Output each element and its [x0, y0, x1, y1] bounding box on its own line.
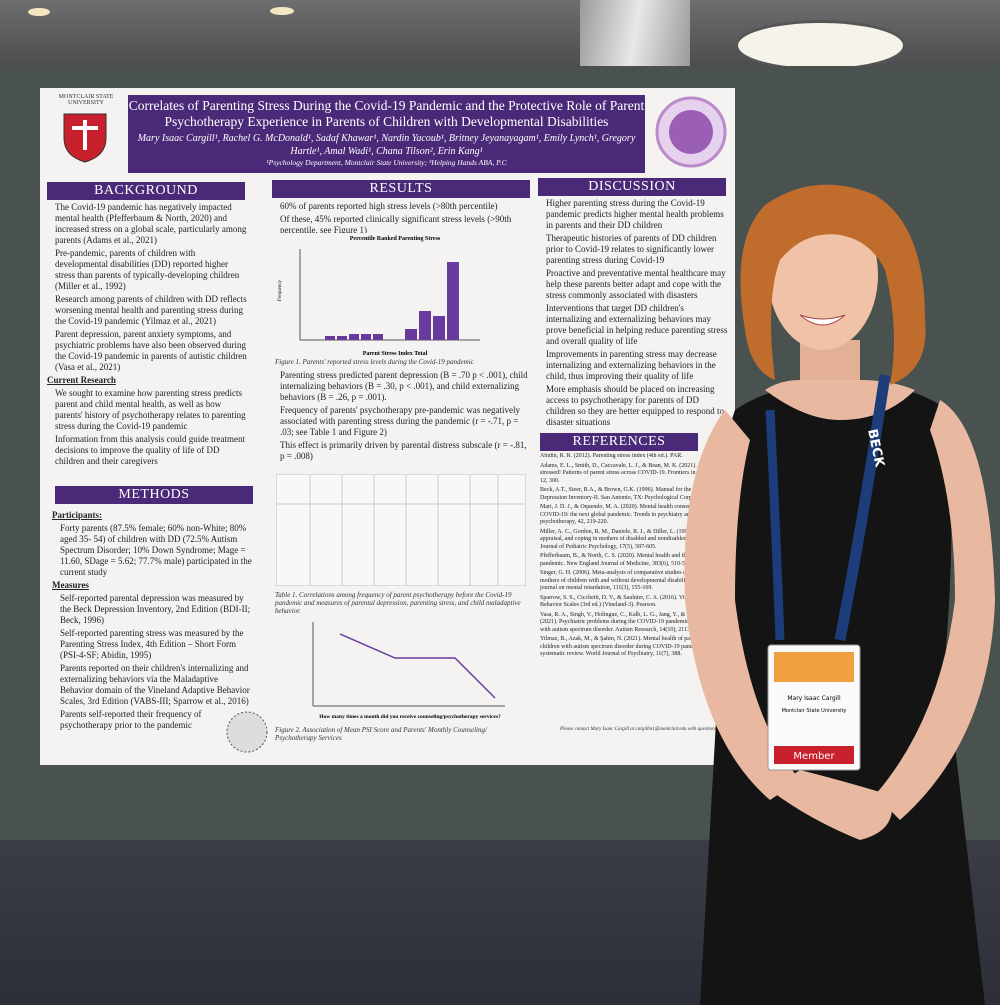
person: BECK Mary Isaac Cargill Montclair State … — [684, 184, 995, 1005]
university-name: MONTCLAIR STATE UNIVERSITY — [58, 94, 114, 106]
bullet: Research among parents of children with … — [55, 294, 247, 327]
bullet: Mari, J. D. J., & Oquendo, M. A. (2020).… — [540, 504, 714, 525]
bullet: Self-reported parental depression was me… — [60, 593, 252, 626]
table-caption: Table 1. Correlations among frequency of… — [275, 591, 521, 615]
results-text: Parenting stress predicted parent depres… — [272, 370, 530, 470]
section-heading: DISCUSSION — [538, 178, 726, 196]
bullet: Abidin, R. R. (2012). Parenting stress i… — [540, 453, 683, 459]
bullet: This effect is primarily driven by paren… — [280, 440, 530, 462]
bullet: Adams, E. L., Smith, D., Caccavale, L. J… — [540, 462, 725, 484]
badge-name: Mary Isaac Cargill — [787, 695, 841, 702]
figure-caption: Figure 2. Association of Mean PSI Score … — [275, 726, 487, 742]
bullet: Beck, A.T., Steer, R.A., & Brown, G.K. (… — [540, 487, 711, 501]
contact: Please contact Mary Isaac Cargill at car… — [560, 727, 717, 732]
window — [580, 0, 690, 66]
bullet: We sought to examine how parenting stres… — [55, 388, 247, 432]
bullet: Interventions that target DD children's … — [546, 303, 728, 347]
bullet: Improvements in parenting stress may dec… — [546, 349, 728, 382]
badge-affiliation: Montclair State University — [782, 708, 847, 714]
light — [270, 7, 294, 15]
bullet: Self-reported parenting stress was measu… — [60, 628, 252, 661]
bullet-list: Parenting stress predicted parent depres… — [272, 370, 530, 462]
subheading: Measures — [52, 580, 89, 590]
bullet: Parent depression, parent anxiety sympto… — [55, 329, 247, 373]
section-heading: METHODS — [55, 486, 253, 504]
bullet: Parenting stress predicted parent depres… — [280, 370, 530, 403]
bullet: 60% of parents reported high stress leve… — [280, 201, 530, 212]
bullet: Yilmaz, B., Azak, M., & Şahin, N. (2021)… — [540, 636, 712, 657]
methods-text: Participants: Forty parents (87.5% femal… — [52, 508, 252, 748]
title-banner: Correlates of Parenting Stress During th… — [128, 95, 645, 173]
badge-label: Member — [793, 751, 835, 762]
bullet: Information from this analysis could gui… — [55, 434, 247, 467]
bullet-list: We sought to examine how parenting stres… — [47, 388, 247, 467]
section-heading: REFERENCES — [540, 433, 698, 451]
bullet: Frequency of parents' psychotherapy pre-… — [280, 405, 530, 438]
figure-title: Percentile Ranked Parenting Stress — [349, 236, 441, 242]
lamp — [735, 20, 906, 71]
bullet: Proactive and preventative mental health… — [546, 268, 728, 301]
lab-logo — [655, 96, 727, 168]
bullet: Singer, G. H. (2006). Meta-analysis of c… — [540, 570, 722, 591]
poster-affiliation: ¹Psychology Department, Montclair State … — [266, 158, 507, 167]
bullet: Higher parenting stress during the Covid… — [546, 198, 728, 231]
axis-label: Frequency — [278, 279, 284, 302]
bullet: Of these, 45% reported clinically signif… — [280, 214, 530, 233]
poster: MONTCLAIR STATE UNIVERSITY Correlates of… — [40, 88, 735, 765]
subheading: Current Research — [47, 375, 116, 385]
bullet: Vasa, R. A., Singh, V., Holingue, C., Ka… — [540, 611, 717, 633]
bullet: Pre-pandemic, parents of children with d… — [55, 248, 247, 292]
bullet: Parents reported on their children's int… — [60, 663, 252, 707]
section-heading: RESULTS — [272, 180, 530, 198]
bullet-list: Abidin, R. R. (2012). Parenting stress i… — [540, 453, 728, 659]
discussion-text: Higher parenting stress during the Covid… — [538, 198, 728, 430]
axis-label: Parent Stress Index Total — [362, 351, 428, 357]
poster-authors: Mary Isaac Cargill¹, Rachel G. McDonald¹… — [137, 133, 636, 157]
figure-1 — [299, 249, 480, 341]
qr-code — [226, 711, 268, 753]
bullet: Parents self-reported their frequency of… — [60, 709, 252, 731]
section-heading: BACKGROUND — [47, 182, 245, 200]
subheading: Participants: — [52, 510, 102, 520]
bullet: Miller, A. C., Gordon, R. M., Daniele, R… — [540, 528, 712, 550]
figure-2 — [312, 622, 505, 707]
ceiling — [0, 0, 1000, 71]
bullet: More emphasis should be placed on increa… — [546, 384, 728, 428]
figure-caption: Figure 1. Parents' reported stress level… — [275, 358, 474, 366]
bullet-list: 60% of parents reported high stress leve… — [272, 201, 530, 233]
axis-label: How many times a month did you receive c… — [319, 714, 501, 720]
bullet-list: The Covid-19 pandemic has negatively imp… — [47, 202, 247, 373]
bullet-list: Self-reported parental depression was me… — [52, 593, 252, 731]
university-logo — [63, 113, 107, 163]
correlation-table — [276, 474, 526, 586]
results-text: 60% of parents reported high stress leve… — [272, 201, 530, 233]
bullet: Sparrow, S. S., Cicchetti, D. V., & Saul… — [540, 594, 724, 609]
light — [28, 8, 50, 16]
poster-title: Correlates of Parenting Stress During th… — [128, 98, 645, 129]
background-text: The Covid-19 pandemic has negatively imp… — [47, 202, 247, 492]
bullet: Pfefferbaum, B., & North, C. S. (2020). … — [540, 553, 714, 567]
bullet: Therapeutic histories of parents of DD c… — [546, 233, 728, 266]
bullet: The Covid-19 pandemic has negatively imp… — [55, 202, 247, 246]
bullet: Forty parents (87.5% female; 60% non-Whi… — [60, 523, 252, 578]
references-text: Abidin, R. R. (2012). Parenting stress i… — [540, 453, 728, 721]
bullet-list: Higher parenting stress during the Covid… — [538, 198, 728, 428]
